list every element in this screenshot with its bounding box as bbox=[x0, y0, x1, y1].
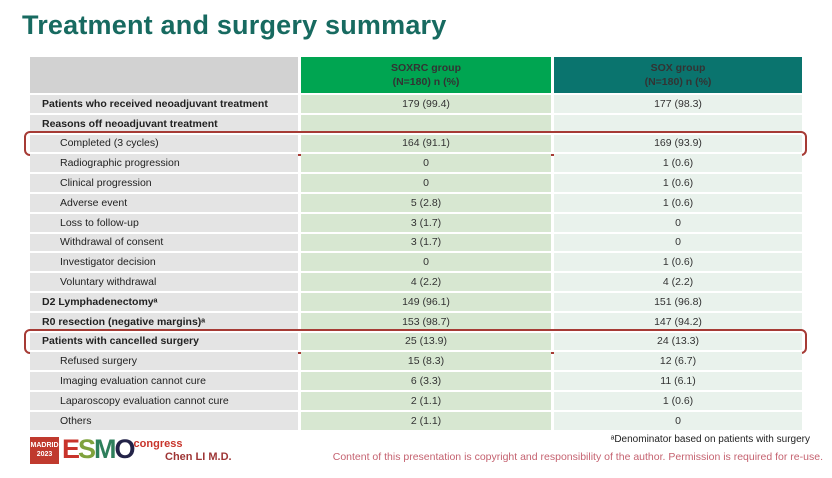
table-row: D2 Lymphadenectomyᵃ 149 (96.1) 151 (96.8) bbox=[30, 292, 802, 311]
sox-value: 151 (96.8) bbox=[554, 292, 802, 311]
soxrc-value: 2 (1.1) bbox=[301, 391, 551, 410]
row-label: Patients with cancelled surgery bbox=[30, 332, 298, 351]
soxrc-value: 0 bbox=[301, 174, 551, 192]
esmo-letter-s: S bbox=[78, 434, 96, 464]
header-soxrc-sub: (N=180) n (%) bbox=[392, 76, 460, 88]
table-row: Withdrawal of consent 3 (1.7) 0 bbox=[30, 233, 802, 252]
table-row: Loss to follow-up 3 (1.7) 0 bbox=[30, 213, 802, 232]
table-row: Voluntary withdrawal 4 (2.2) 4 (2.2) bbox=[30, 273, 802, 291]
table-row: Investigator decision 0 1 (0.6) bbox=[30, 253, 802, 272]
soxrc-value: 6 (3.3) bbox=[301, 372, 551, 390]
summary-table: SOXRC group (N=180) n (%) SOX group (N=1… bbox=[24, 57, 807, 432]
soxrc-value: 153 (98.7) bbox=[301, 312, 551, 331]
table-row: Patients with cancelled surgery 25 (13.9)… bbox=[24, 328, 807, 355]
row-label: Investigator decision bbox=[30, 253, 298, 272]
header-soxrc-name: SOXRC group bbox=[391, 61, 461, 74]
row-label: Withdrawal of consent bbox=[30, 233, 298, 252]
soxrc-value: 0 bbox=[301, 154, 551, 173]
header-sox-sub: (N=180) n (%) bbox=[644, 76, 712, 88]
row-label: Completed (3 cycles) bbox=[30, 134, 298, 153]
table-body: Patients who received neoadjuvant treatm… bbox=[24, 95, 807, 430]
congress-label: congress bbox=[133, 438, 183, 450]
soxrc-value: 15 (8.3) bbox=[301, 352, 551, 371]
soxrc-value: 3 (1.7) bbox=[301, 233, 551, 252]
table-row: Clinical progression 0 1 (0.6) bbox=[30, 174, 802, 192]
soxrc-value: 149 (96.1) bbox=[301, 292, 551, 311]
sox-value: 11 (6.1) bbox=[554, 372, 802, 390]
row-label: Adverse event bbox=[30, 193, 298, 212]
sox-value: 169 (93.9) bbox=[554, 134, 802, 153]
sox-value: 0 bbox=[554, 411, 802, 430]
sox-value: 24 (13.3) bbox=[554, 332, 802, 351]
table-row: Refused surgery 15 (8.3) 12 (6.7) bbox=[30, 352, 802, 371]
esmo-wordmark: ESMO congress bbox=[62, 434, 182, 464]
sox-value: 1 (0.6) bbox=[554, 174, 802, 192]
soxrc-value: 164 (91.1) bbox=[301, 134, 551, 153]
sox-value: 1 (0.6) bbox=[554, 193, 802, 212]
table-header-row: SOXRC group (N=180) n (%) SOX group (N=1… bbox=[30, 57, 802, 93]
table-row: Completed (3 cycles) 164 (91.1) 169 (93.9) bbox=[24, 130, 807, 157]
row-label: Radiographic progression bbox=[30, 154, 298, 173]
table-row: R0 resection (negative margins)ᵃ 153 (98.… bbox=[30, 312, 802, 331]
presenter-name: Chen LI M.D. bbox=[165, 451, 232, 463]
row-label: Patients who received neoadjuvant treatm… bbox=[30, 95, 298, 113]
soxrc-value: 3 (1.7) bbox=[301, 213, 551, 232]
row-label: Reasons off neoadjuvant treatment bbox=[30, 114, 298, 133]
table-row: Reasons off neoadjuvant treatment bbox=[30, 114, 802, 133]
denominator-footnote: ᵃDenominator based on patients with surg… bbox=[610, 434, 810, 445]
row-label: Clinical progression bbox=[30, 174, 298, 192]
sox-value: 4 (2.2) bbox=[554, 273, 802, 291]
esmo-letter-m: M bbox=[94, 434, 116, 464]
row-label: Others bbox=[30, 411, 298, 430]
header-soxrc-group: SOXRC group (N=180) n (%) bbox=[301, 57, 551, 93]
sox-value: 12 (6.7) bbox=[554, 352, 802, 371]
table-row: Imaging evaluation cannot cure 6 (3.3) 11 … bbox=[30, 372, 802, 390]
table-row: Radiographic progression 0 1 (0.6) bbox=[30, 154, 802, 173]
header-empty-cell bbox=[30, 57, 298, 93]
page-title: Treatment and surgery summary bbox=[22, 10, 447, 40]
soxrc-value: 2 (1.1) bbox=[301, 411, 551, 430]
esmo-letter-o: O bbox=[114, 434, 136, 464]
soxrc-value: 4 (2.2) bbox=[301, 273, 551, 291]
table-row: Laparoscopy evaluation cannot cure 2 (1.1… bbox=[30, 391, 802, 410]
row-label: Refused surgery bbox=[30, 352, 298, 371]
sox-value: 1 (0.6) bbox=[554, 391, 802, 410]
table-row: Patients who received neoadjuvant treatm… bbox=[30, 95, 802, 113]
row-label: Laparoscopy evaluation cannot cure bbox=[30, 391, 298, 410]
row-label: Voluntary withdrawal bbox=[30, 273, 298, 291]
row-label: Loss to follow-up bbox=[30, 213, 298, 232]
badge-city: MADRID bbox=[30, 441, 59, 449]
sox-value: 0 bbox=[554, 233, 802, 252]
table-row: Adverse event 5 (2.8) 1 (0.6) bbox=[30, 193, 802, 212]
sox-value: 1 (0.6) bbox=[554, 154, 802, 173]
sox-value: 147 (94.2) bbox=[554, 312, 802, 331]
table-row: Others 2 (1.1) 0 bbox=[30, 411, 802, 430]
soxrc-value: 179 (99.4) bbox=[301, 95, 551, 113]
sox-value: 1 (0.6) bbox=[554, 253, 802, 272]
badge-year: 2023 bbox=[36, 450, 53, 458]
esmo-congress-logo: MADRID 2023 ESMO congress bbox=[30, 434, 182, 464]
esmo-letter-e: E bbox=[62, 434, 80, 464]
soxrc-value bbox=[301, 114, 551, 133]
header-sox-name: SOX group bbox=[650, 61, 706, 74]
soxrc-value: 0 bbox=[301, 253, 551, 272]
soxrc-value: 25 (13.9) bbox=[301, 332, 551, 351]
sox-value bbox=[554, 114, 802, 133]
madrid-2023-badge: MADRID 2023 bbox=[30, 437, 59, 464]
row-label: Imaging evaluation cannot cure bbox=[30, 372, 298, 390]
row-label: R0 resection (negative margins)ᵃ bbox=[30, 312, 298, 331]
row-label: D2 Lymphadenectomyᵃ bbox=[30, 292, 298, 311]
copyright-notice: Content of this presentation is copyrigh… bbox=[332, 451, 823, 463]
sox-value: 177 (98.3) bbox=[554, 95, 802, 113]
sox-value: 0 bbox=[554, 213, 802, 232]
header-sox-group: SOX group (N=180) n (%) bbox=[554, 57, 802, 93]
soxrc-value: 5 (2.8) bbox=[301, 193, 551, 212]
